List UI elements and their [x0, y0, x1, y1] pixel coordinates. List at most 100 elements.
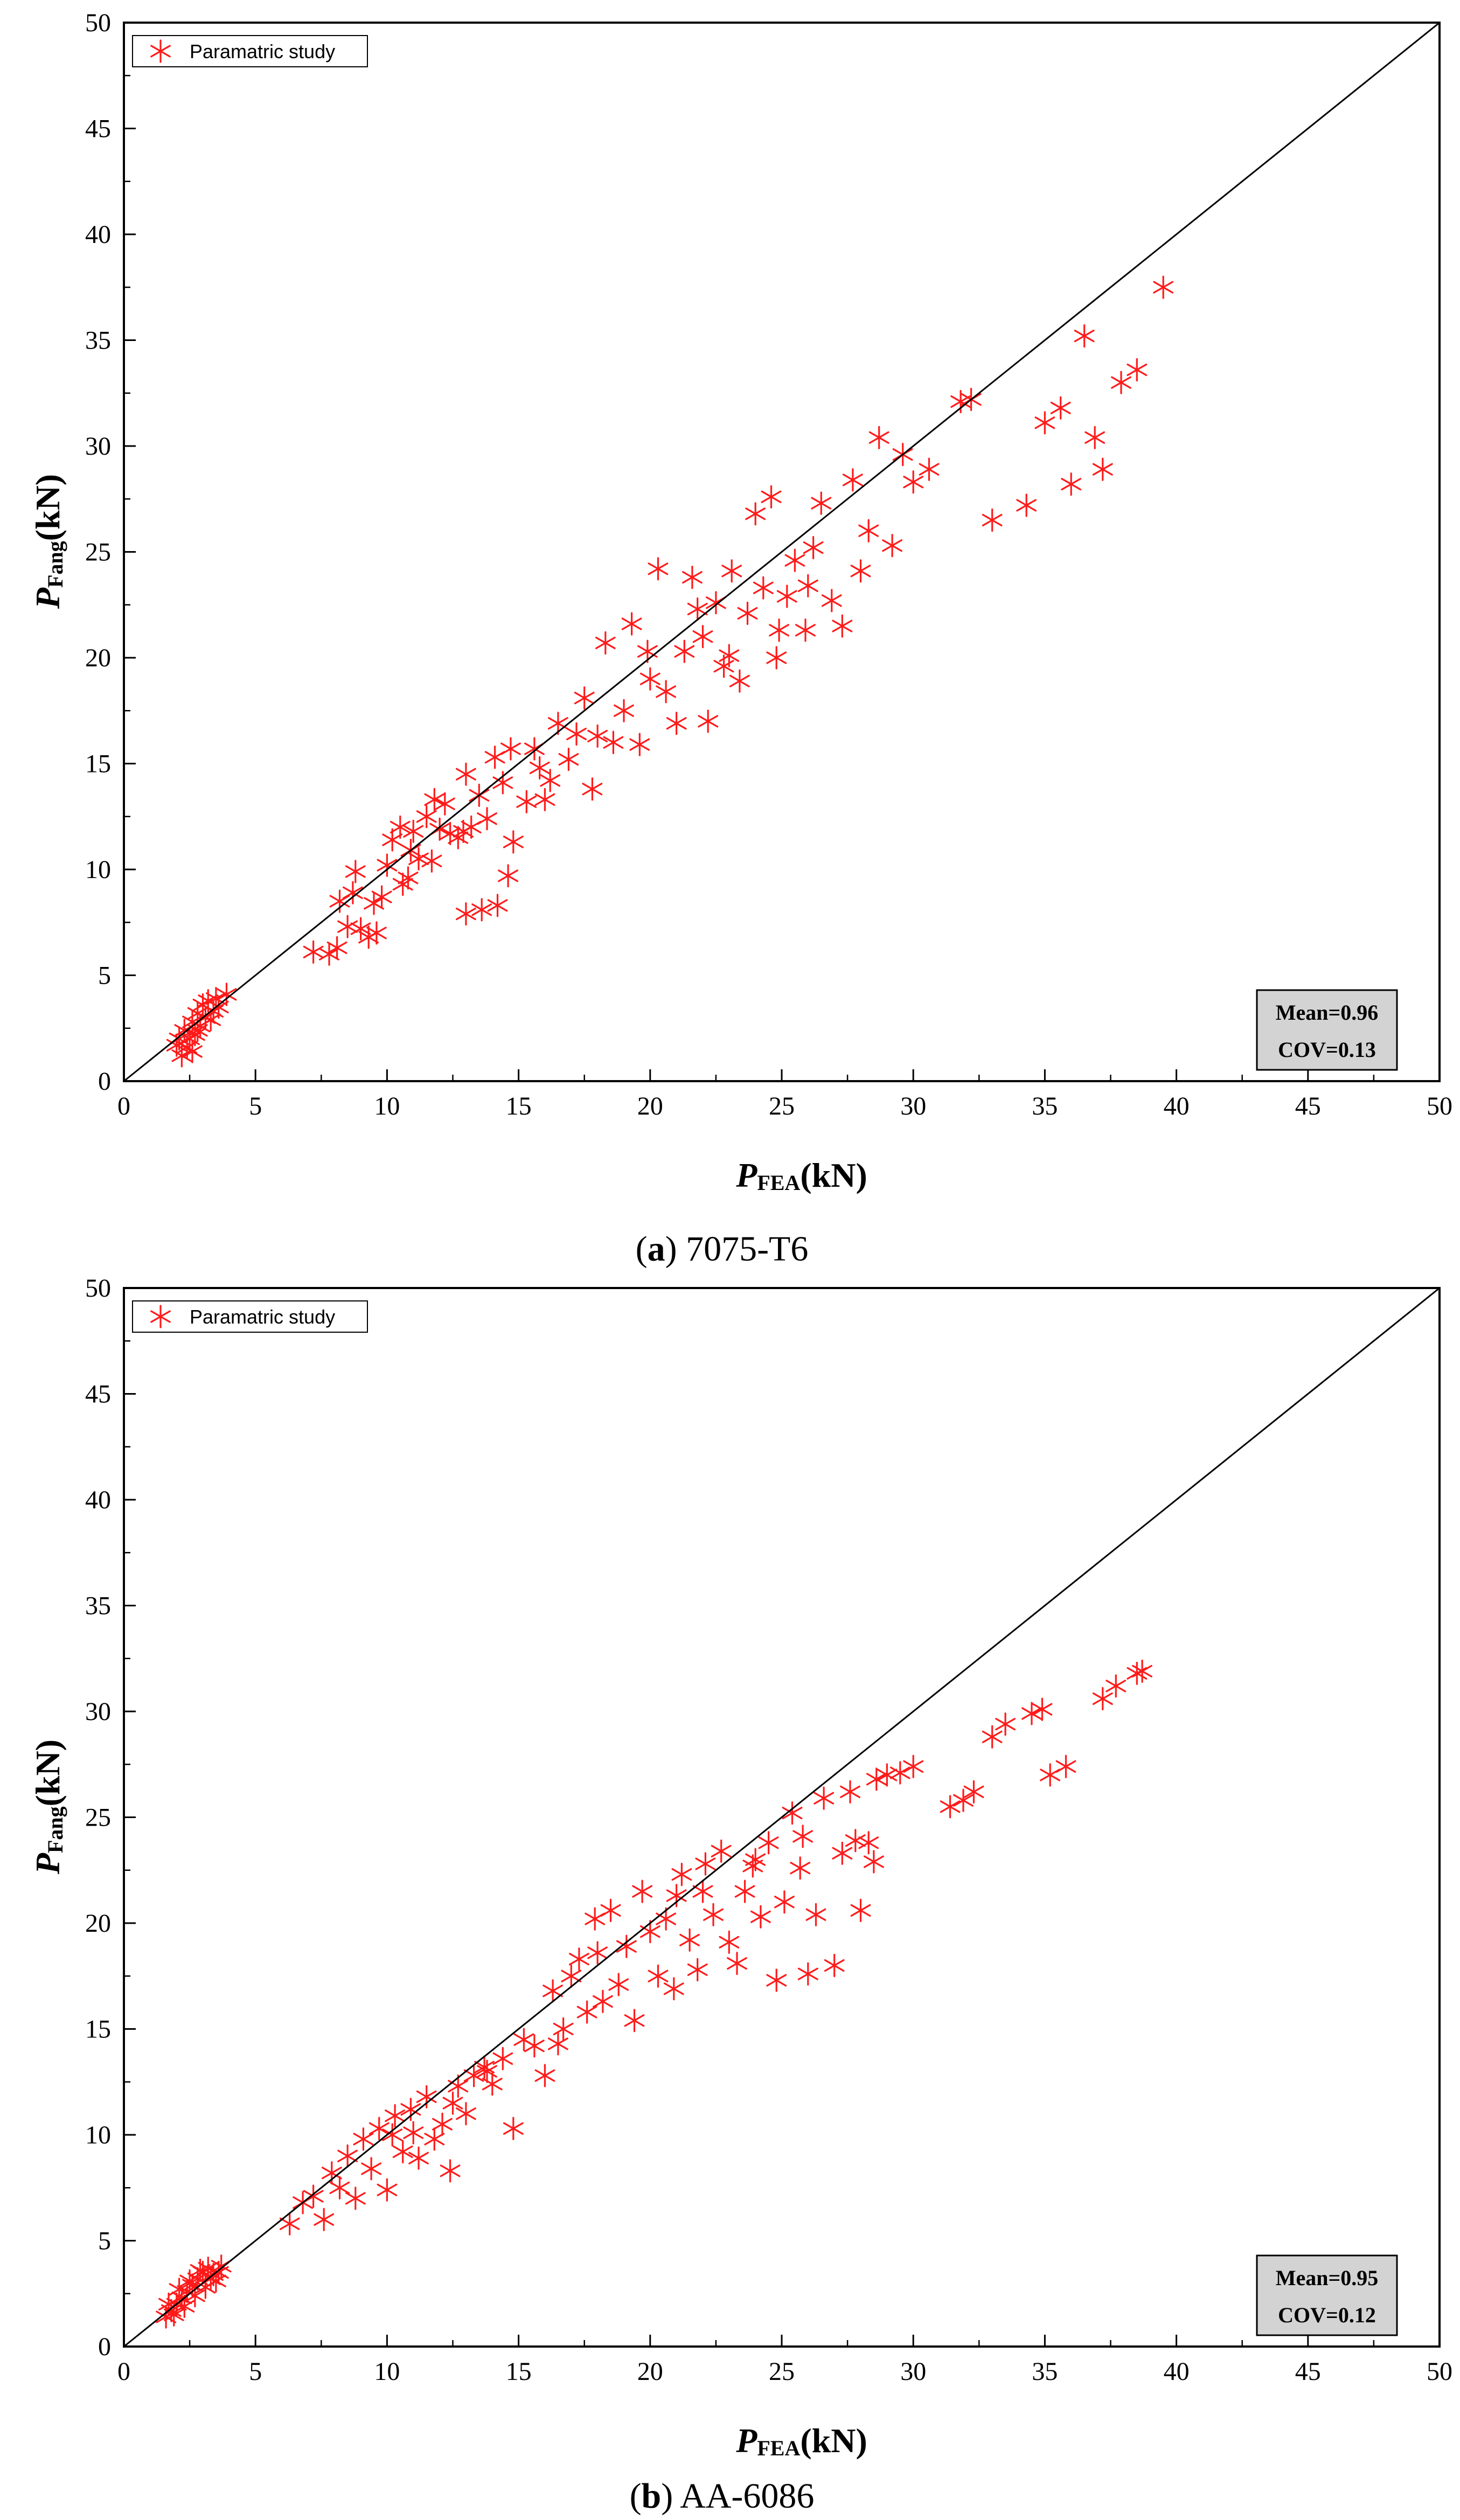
panel-a-data-point	[337, 915, 358, 938]
panel-a-x-tick-label: 50	[1427, 1092, 1452, 1120]
panel-b-data-point	[1106, 1674, 1127, 1698]
panel-b-data-point	[377, 2178, 398, 2202]
panel-a-data-point	[842, 468, 863, 492]
panel-a-data-point	[603, 730, 624, 754]
panel-b-x-tick-label: 15	[506, 2357, 532, 2386]
panel-b-stats-background	[1256, 2254, 1398, 2336]
panel-b-y-tick-label: 0	[98, 2333, 111, 2361]
panel-b-x-tick-label: 5	[249, 2357, 262, 2386]
panel-b-data-point	[995, 1713, 1016, 1736]
panel-b-legend-box	[132, 1300, 368, 1333]
panel-b-data-point	[534, 2064, 555, 2087]
panel-b-data-point	[547, 2032, 568, 2056]
panel-a-y-tick-label: 15	[85, 750, 111, 778]
panel-b-data-point	[432, 2112, 453, 2136]
panel-b-data-point	[624, 2009, 645, 2032]
panel-a-data-point	[1016, 493, 1037, 517]
panel-a-markers	[166, 275, 1174, 1068]
panel-b-x-tick-label: 50	[1427, 2357, 1452, 2386]
panel-b-x-axis-label-unit: (kN)	[800, 2421, 867, 2460]
panel-b-data-point	[382, 2123, 403, 2147]
panel-a-data-point	[329, 889, 350, 913]
panel-b-y-axis-label-main: P	[29, 1853, 67, 1875]
panel-a-x-tick-label: 40	[1164, 1092, 1190, 1120]
panel-a-data-point	[776, 584, 797, 608]
panel-a: 0 5 10 15 20 25 30 35 40 45 50 0 5 10 15 20 25 30 35 40 45 50…	[29, 9, 1452, 1269]
panel-b-data-point	[953, 1788, 974, 1812]
panel-b-data-point	[455, 2102, 476, 2126]
panel-a-data-point	[850, 559, 871, 583]
panel-a-data-point	[455, 762, 476, 786]
panel-a-stats-background	[1256, 989, 1398, 1071]
panel-b-data-point	[1040, 1763, 1061, 1787]
panel-a-data-point	[729, 669, 750, 693]
panel-b-legend: Paramatric study	[132, 1300, 368, 1333]
panel-a-legend-marker-symbol	[150, 39, 171, 63]
panel-a-y-tick-label: 35	[85, 326, 111, 355]
panel-a-x-tick-label: 15	[506, 1092, 532, 1120]
panel-b-y-tick-label: 10	[85, 2121, 111, 2149]
panel-b-stats-mean: Mean=0.95	[1276, 2266, 1379, 2290]
panel-b-data-point	[824, 1954, 845, 1978]
panel-a-data-point	[761, 485, 782, 509]
panel-b-data-point	[524, 2034, 545, 2058]
panel-b-y-axis-label-sub: Fang	[43, 1806, 67, 1853]
panel-b-y-tick-label: 25	[85, 1804, 111, 1832]
panel-a-data-point	[621, 612, 642, 636]
panel-b-data-point	[592, 1989, 613, 2013]
panel-a-ticks: 0 5 10 15 20 25 30 35 40 45 50 0 5 10 15 20 25 30 35 40 45 50	[85, 9, 1452, 1120]
panel-b-caption-letter: b	[642, 2476, 662, 2516]
panel-b-caption: (b) AA-6086	[630, 2476, 815, 2516]
panel-a-data-point	[455, 902, 476, 926]
panel-b-data-point	[858, 1831, 879, 1855]
panel-b-legend-marker-symbol	[150, 1305, 171, 1328]
panel-b-data-point	[711, 1839, 732, 1863]
panel-a-y-axis-label: PFang(kN)	[29, 474, 67, 609]
panel-b-data-point	[719, 1930, 740, 1954]
panel-b-x-tick-label: 35	[1032, 2357, 1058, 2386]
panel-b-y-tick-label: 35	[85, 1592, 111, 1620]
panel-b-data-point	[321, 2161, 342, 2185]
panel-b-x-tick-label: 30	[900, 2357, 926, 2386]
panel-a-data-point	[424, 788, 445, 811]
panel-a-data-point	[1111, 371, 1131, 394]
panel-a-data-point	[182, 1040, 203, 1063]
panel-a-x-tick-label: 45	[1295, 1092, 1321, 1120]
panel-b-y-tick-label: 30	[85, 1697, 111, 1726]
panel-b-data-point	[543, 1979, 564, 2003]
panel-b-data-point	[616, 1934, 637, 1958]
panel-a-data-point	[453, 819, 474, 843]
panel-a-caption: (a) 7075-T6	[636, 1229, 809, 1269]
panel-b-data-point	[568, 1947, 589, 1971]
panel-b-data-point	[600, 1898, 621, 1922]
panel-a-data-point	[639, 667, 661, 691]
panel-b-data-point	[503, 2117, 524, 2140]
panel-b-data-point	[687, 1958, 708, 1982]
panel-a-data-point	[797, 574, 818, 598]
panel-b-data-point	[671, 1863, 692, 1886]
panel-b-data-point	[408, 2146, 429, 2170]
panel-a-y-tick-label: 40	[85, 220, 111, 249]
panel-a-x-tick-label: 5	[249, 1092, 262, 1120]
panel-b-x-tick-label: 45	[1295, 2357, 1321, 2386]
panel-a-data-point	[492, 771, 513, 795]
panel-a-data-point	[674, 639, 695, 663]
panel-a-data-point	[721, 559, 742, 583]
panel-a-y-tick-label: 45	[85, 115, 111, 143]
panel-a-data-point	[682, 566, 703, 589]
panel-b-data-point	[474, 2055, 495, 2079]
panel-b-data-point	[403, 2121, 424, 2145]
panel-b-x-tick-label: 25	[769, 2357, 795, 2386]
panel-b-data-point	[940, 1795, 961, 1819]
panel-a-data-point	[587, 724, 608, 748]
panel-b-x-tick-label: 0	[117, 2357, 130, 2386]
panel-a-data-point	[1074, 324, 1095, 348]
panel-b-data-point	[648, 1964, 669, 1988]
panel-a-data-point	[982, 508, 1003, 532]
panel-a-data-point	[1050, 396, 1071, 420]
panel-a-y-tick-label: 50	[85, 9, 111, 37]
panel-a-data-point	[403, 819, 424, 843]
panel-a-data-point	[882, 534, 903, 558]
panel-a-x-tick-label: 25	[769, 1092, 795, 1120]
